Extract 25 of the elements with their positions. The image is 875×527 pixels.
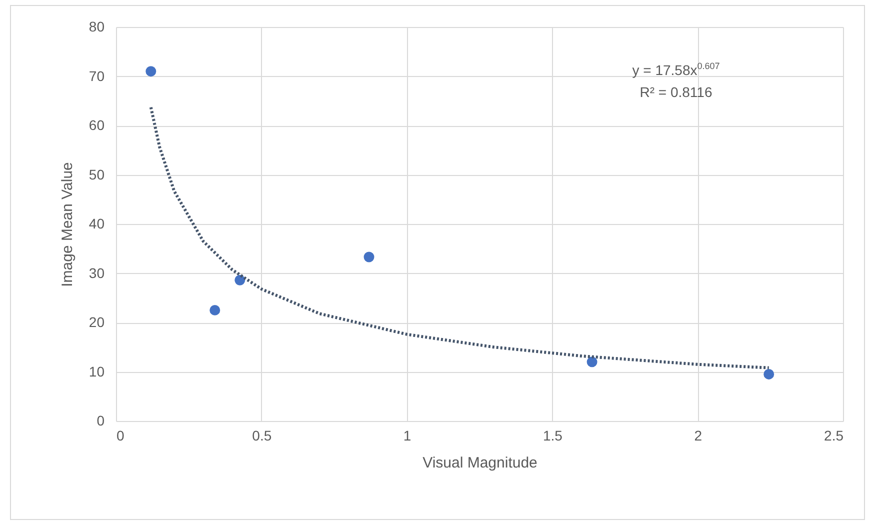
x-tick-label: 2	[694, 428, 702, 444]
y-tick-label: 30	[88, 264, 105, 281]
point	[586, 356, 598, 368]
y-tick-label: 70	[88, 68, 105, 84]
x-tick-label: 1.5	[542, 428, 563, 444]
point	[210, 304, 220, 316]
x-tick-label: 0.5	[252, 428, 272, 444]
annotation: R² = 0.8116	[640, 84, 712, 100]
line-series	[149, 106, 770, 370]
y-tick-label: 50	[88, 166, 105, 182]
x-tick-label: 1	[403, 428, 412, 444]
y-tick-label: 10	[88, 363, 105, 380]
y-tick-label: 60	[88, 117, 105, 133]
point	[234, 274, 246, 286]
y-tick-label: 80	[88, 18, 105, 34]
y-axis-title: Image Mean Value	[58, 162, 76, 287]
point	[764, 368, 774, 380]
x-tick-label: 2.5	[824, 428, 844, 444]
y-tick-label: 20	[88, 314, 105, 330]
x-tick-label: 0	[116, 428, 124, 444]
y-tick-label: 40	[88, 216, 105, 232]
point	[146, 66, 156, 77]
point	[364, 252, 374, 262]
y-tick-label: 0	[96, 412, 105, 428]
x-axis-title: Visual Magnitude	[422, 454, 538, 472]
